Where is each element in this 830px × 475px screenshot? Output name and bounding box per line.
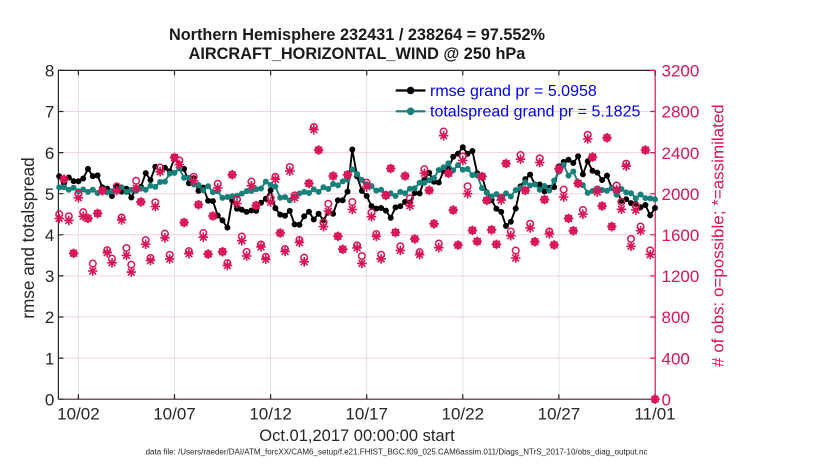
svg-text:5: 5 bbox=[45, 185, 54, 204]
svg-text:# of obs: o=possible; *=assimi: # of obs: o=possible; *=assimilated bbox=[709, 104, 728, 367]
svg-text:10/07: 10/07 bbox=[153, 404, 196, 423]
svg-text:400: 400 bbox=[662, 349, 690, 368]
svg-text:rmse grand pr = 5.0958: rmse grand pr = 5.0958 bbox=[430, 83, 597, 100]
svg-text:2800: 2800 bbox=[662, 103, 700, 122]
svg-text:rmse and totalspread: rmse and totalspread bbox=[18, 157, 38, 318]
svg-text:10/02: 10/02 bbox=[57, 404, 100, 423]
svg-text:data file: /Users/raeder/DAI/A: data file: /Users/raeder/DAI/ATM_forcXX/… bbox=[146, 447, 648, 456]
svg-text:10/12: 10/12 bbox=[249, 404, 292, 423]
svg-text:totalspread grand pr = 5.1825: totalspread grand pr = 5.1825 bbox=[430, 104, 640, 121]
svg-text:Northern Hemisphere 232431 / 2: Northern Hemisphere 232431 / 238264 = 97… bbox=[169, 26, 546, 44]
svg-text:11/01: 11/01 bbox=[634, 404, 675, 423]
svg-text:10/22: 10/22 bbox=[442, 404, 485, 423]
svg-text:3: 3 bbox=[45, 267, 54, 286]
svg-text:2400: 2400 bbox=[662, 144, 700, 163]
svg-text:AIRCRAFT_HORIZONTAL_WIND @ 250: AIRCRAFT_HORIZONTAL_WIND @ 250 hPa bbox=[189, 45, 527, 63]
svg-text:2: 2 bbox=[45, 308, 54, 327]
svg-text:1600: 1600 bbox=[662, 226, 700, 245]
svg-text:8: 8 bbox=[45, 62, 54, 81]
svg-text:0: 0 bbox=[662, 390, 671, 409]
svg-text:0: 0 bbox=[45, 390, 54, 409]
svg-text:6: 6 bbox=[45, 144, 54, 163]
svg-text:10/17: 10/17 bbox=[345, 404, 388, 423]
svg-text:Oct.01,2017 00:00:00 start: Oct.01,2017 00:00:00 start bbox=[259, 427, 455, 445]
svg-text:1200: 1200 bbox=[662, 267, 700, 286]
svg-text:10/27: 10/27 bbox=[538, 404, 581, 423]
svg-text:2000: 2000 bbox=[662, 185, 700, 204]
svg-text:800: 800 bbox=[662, 308, 690, 327]
svg-text:7: 7 bbox=[45, 103, 54, 122]
svg-text:1: 1 bbox=[45, 349, 54, 368]
svg-text:4: 4 bbox=[45, 226, 54, 245]
svg-text:3200: 3200 bbox=[662, 62, 700, 81]
